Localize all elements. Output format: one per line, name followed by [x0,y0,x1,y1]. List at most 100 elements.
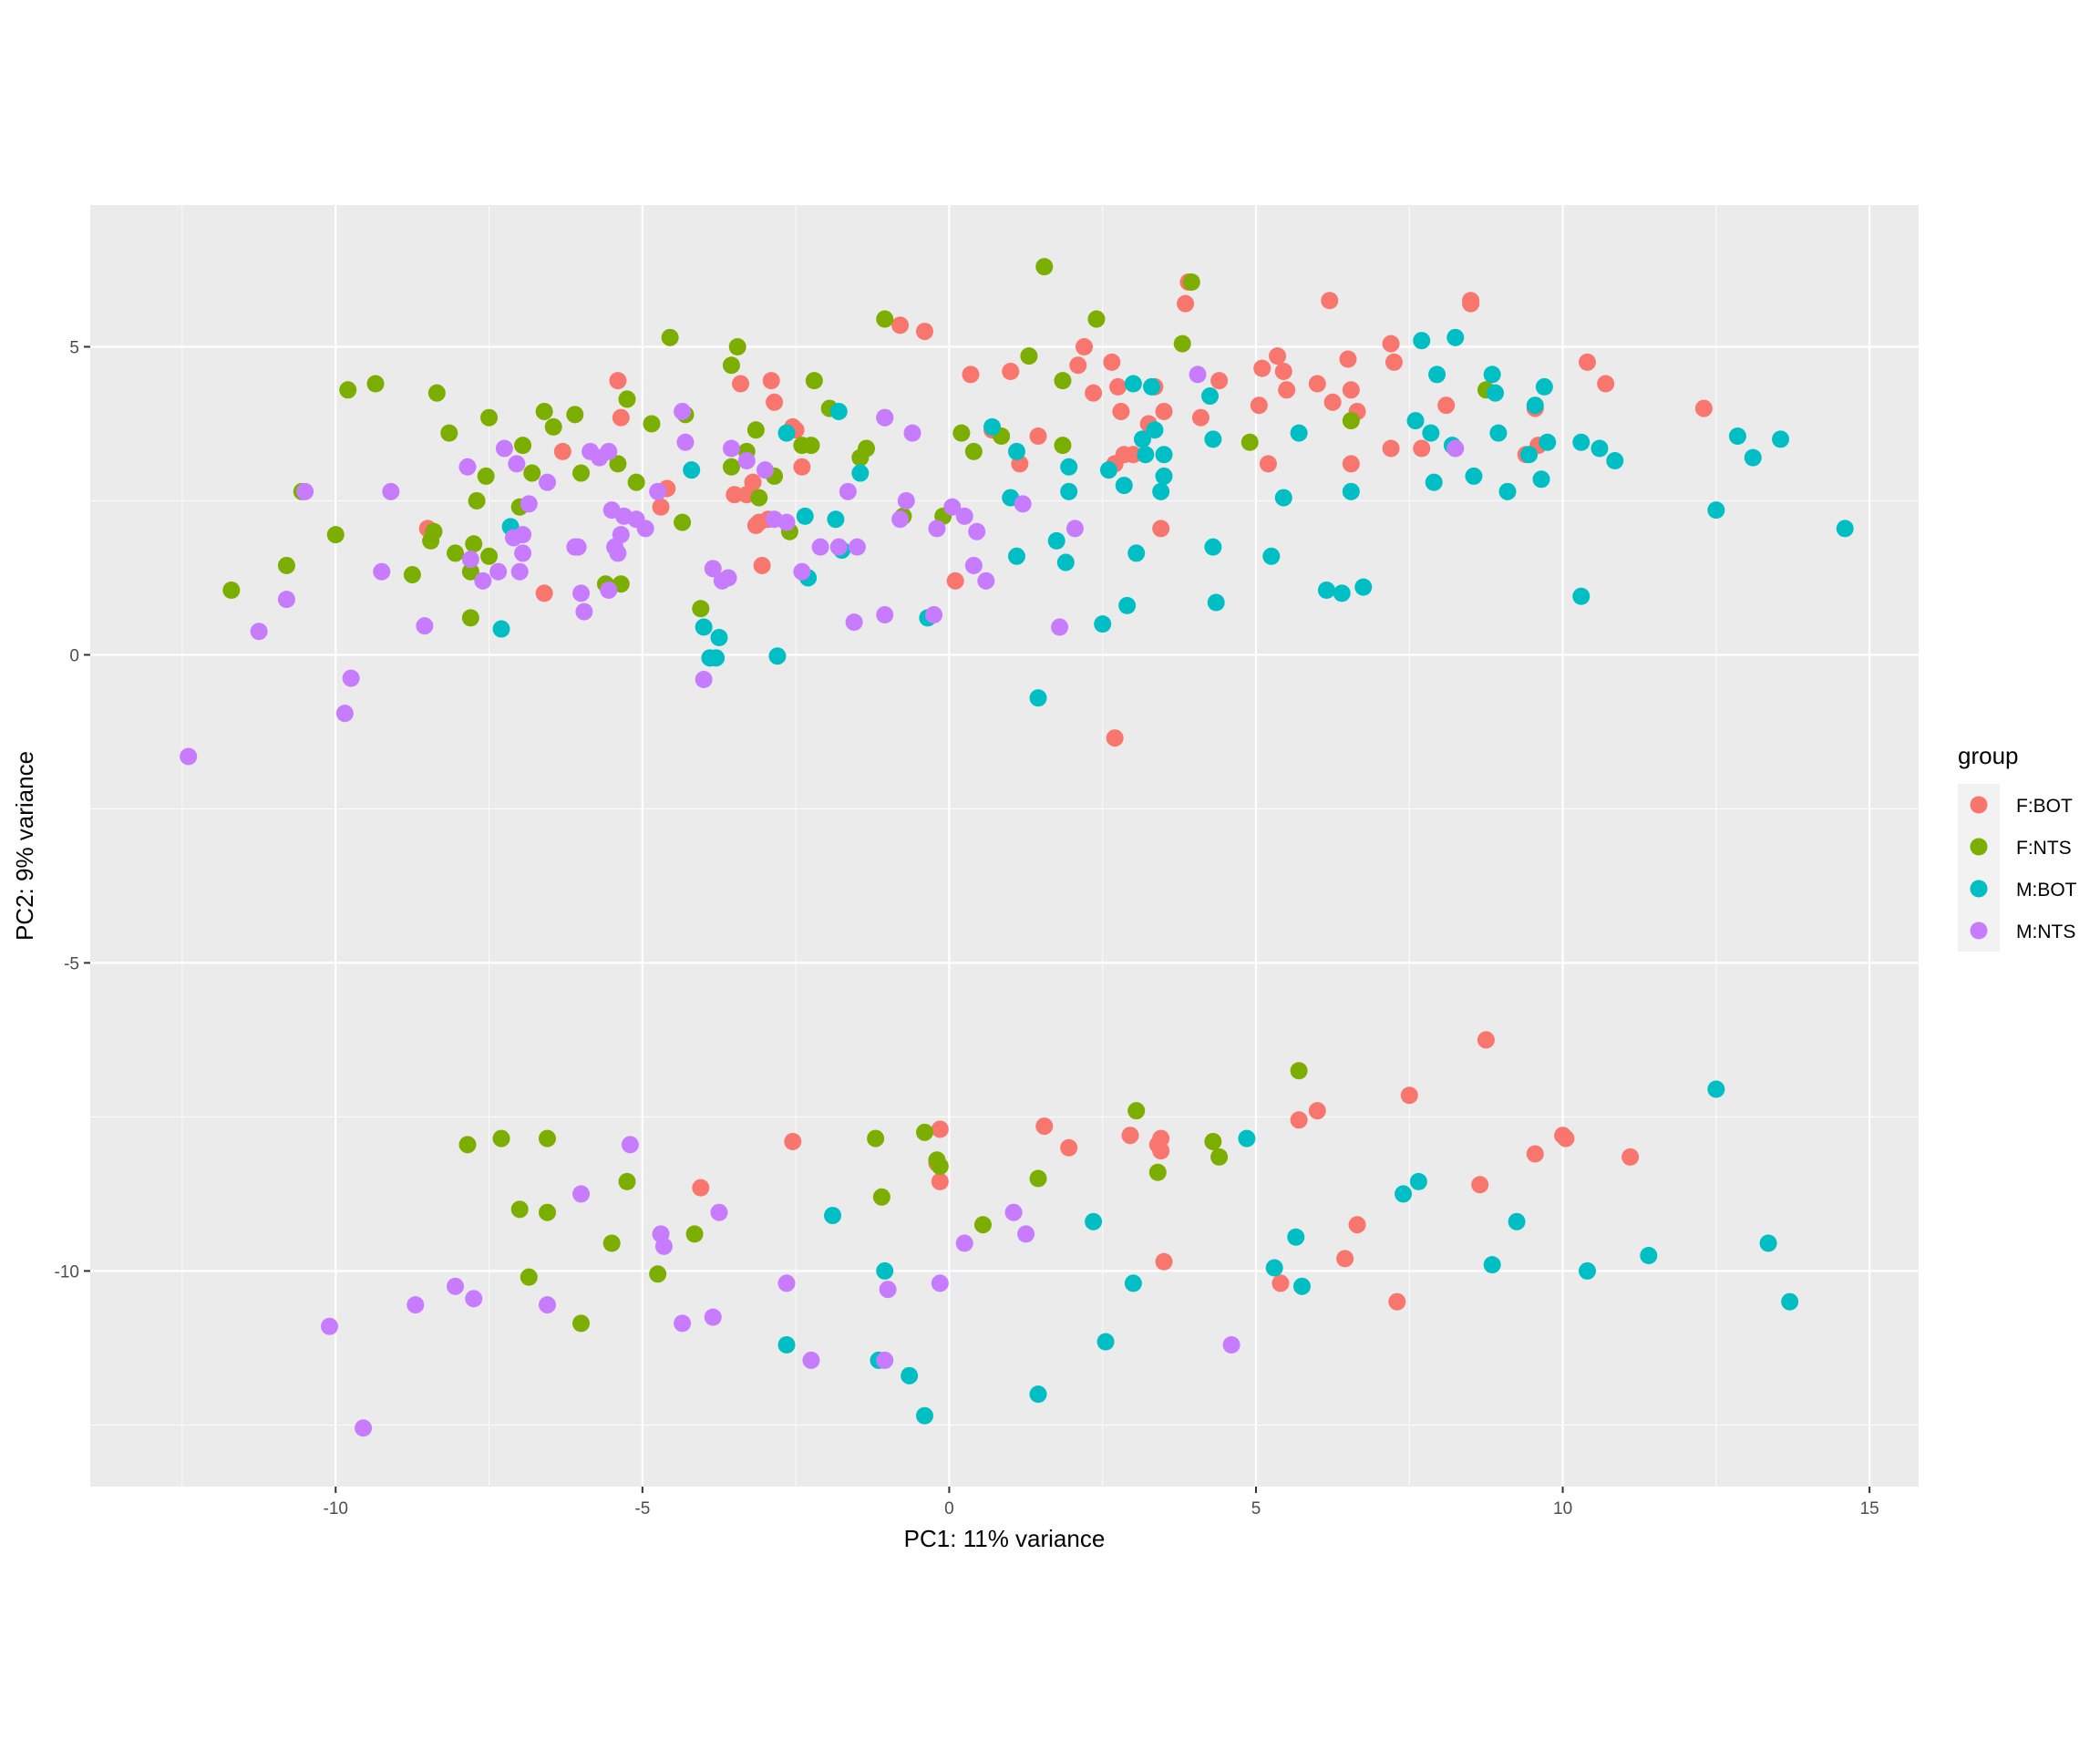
data-point [1155,1252,1173,1271]
data-point [1056,553,1075,571]
data-point [514,437,532,455]
data-point [943,498,962,516]
data-point [652,498,670,516]
data-point [704,1308,722,1326]
data-point [1477,1031,1495,1049]
data-point [1759,1234,1777,1252]
data-point [602,1234,621,1252]
x-tick-label: 15 [1860,1499,1879,1518]
data-point [1182,273,1200,291]
data-point [627,473,645,491]
data-point [510,562,529,581]
data-point [928,1151,946,1169]
data-point [1099,461,1117,479]
data-point [962,365,980,384]
plot-panel [90,205,1919,1487]
data-point [373,562,391,581]
data-point [674,402,692,420]
data-point [1060,458,1078,476]
data-point [1029,1169,1047,1188]
data-point [925,606,943,624]
data-point [1339,350,1357,368]
legend-key [1970,838,1988,856]
data-point [355,1419,373,1437]
data-point [674,513,692,531]
data-point [722,458,740,476]
data-point [704,560,722,578]
legend-label: F:BOT [2016,796,2073,817]
data-point [461,551,479,569]
data-point [1127,1102,1146,1120]
data-point [879,1281,897,1299]
data-point [1035,258,1054,276]
data-point [1253,359,1271,377]
data-point [643,415,661,433]
data-point [609,544,627,562]
data-point [1051,618,1069,636]
data-point [1029,1385,1047,1404]
data-point [1278,381,1296,399]
data-point [1535,377,1553,396]
data-point [465,535,483,553]
data-point [180,747,198,766]
data-point [1204,430,1222,448]
data-point [858,439,876,458]
data-point [1462,292,1480,310]
data-point [1109,377,1127,396]
data-point [891,510,910,529]
data-point [1290,1111,1308,1129]
data-point [1029,427,1047,445]
data-point [1694,399,1713,417]
data-point [1020,347,1038,365]
data-point [811,538,829,556]
data-point [876,606,894,624]
data-point [1112,402,1130,420]
data-point [777,1336,796,1354]
y-tick-label: 0 [69,646,79,665]
data-point [600,442,618,460]
data-point [1177,294,1195,313]
x-tick-label: -5 [634,1499,650,1518]
data-point [492,620,510,638]
data-point [1152,1129,1170,1148]
data-point [342,669,360,687]
data-point [726,486,744,504]
data-point [1308,375,1326,393]
data-point [403,566,421,584]
data-point [609,372,627,390]
data-point [1069,356,1087,375]
data-point [1222,1336,1240,1354]
data-point [750,489,768,507]
data-point [514,526,532,544]
data-point [1578,1261,1596,1280]
data-point [1287,1228,1305,1246]
data-point [572,464,591,482]
data-point [1395,1185,1413,1203]
data-point [1152,1142,1170,1160]
data-point [955,1234,973,1252]
data-point [1137,446,1155,464]
data-point [692,600,710,618]
major-gridlines [90,205,1919,1487]
data-point [1413,439,1431,458]
data-point [407,1296,425,1314]
data-point [707,649,726,667]
data-point [1557,1129,1575,1148]
data-point [1621,1148,1640,1166]
data-point [1317,581,1335,599]
data-points [180,258,1854,1437]
data-point [1210,372,1229,390]
data-point [802,1351,820,1369]
data-point [1118,596,1137,614]
data-point [1259,455,1277,473]
data-point [566,406,584,424]
data-point [1155,467,1173,485]
data-point [458,1136,477,1154]
data-point [710,629,728,647]
data-point [1489,424,1508,442]
data-point [1060,1138,1078,1157]
data-point [621,1136,639,1154]
legend-key [1970,796,1988,814]
data-point [1201,387,1220,406]
